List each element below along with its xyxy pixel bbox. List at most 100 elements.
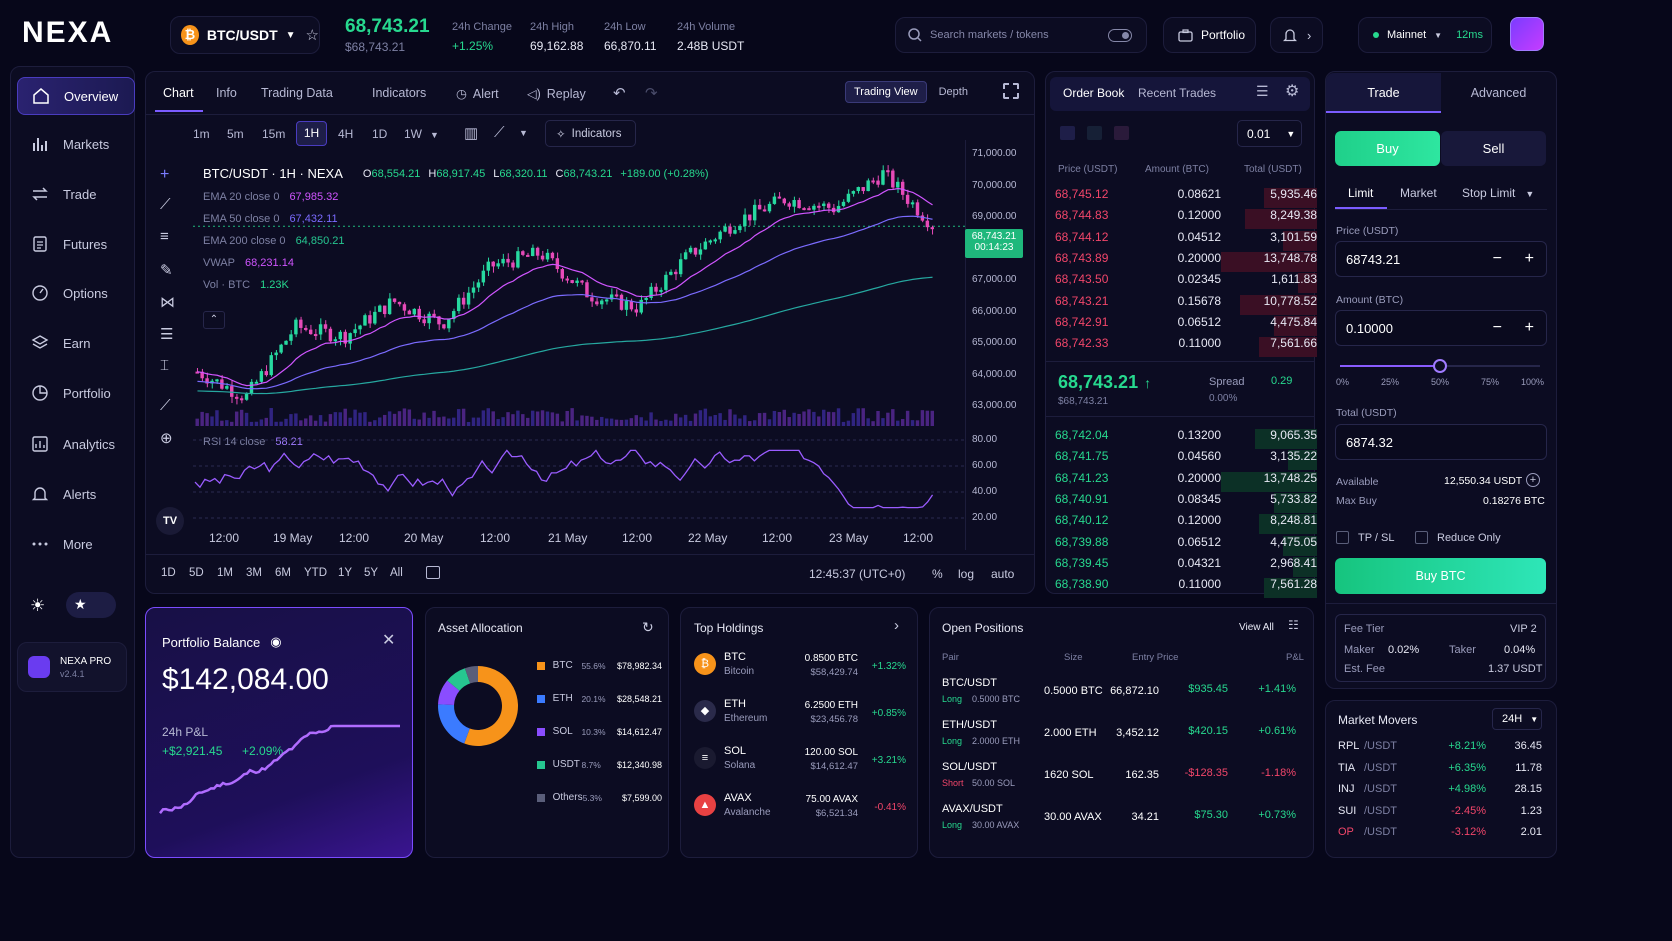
sidebar-item-portfolio[interactable]: Portfolio bbox=[17, 374, 135, 412]
mover-row[interactable]: INJ/USDT +4.98% 28.15 bbox=[1338, 779, 1544, 799]
pair-selector[interactable]: ₿ BTC/USDT ▼ ☆ bbox=[170, 16, 320, 54]
candle-type-icon[interactable]: ▥ bbox=[464, 125, 479, 142]
position-row[interactable]: SOL/USDT Short 50.00 SOL 1620 SOL 162.35 -$12… bbox=[942, 761, 1304, 801]
holding-row[interactable]: ≡ SOL Solana 120.00 SOL $14,612.47 +3.21% bbox=[692, 744, 910, 788]
sidebar-item-options[interactable]: Options bbox=[17, 274, 135, 312]
movers-period-select[interactable]: 24H ▼ bbox=[1492, 708, 1542, 730]
user-avatar[interactable] bbox=[1510, 17, 1544, 51]
bid-row[interactable]: 68,739.88 0.06512 4,475.05 bbox=[1055, 531, 1317, 556]
range-5y[interactable]: 5Y bbox=[364, 567, 379, 579]
redo-icon[interactable]: ↷ bbox=[645, 85, 658, 102]
range-3m[interactable]: 3M bbox=[246, 567, 262, 579]
filter-icon[interactable]: ☰ bbox=[1256, 83, 1269, 99]
price-increment-button[interactable]: + bbox=[1524, 250, 1534, 267]
tf-1d[interactable]: 1D bbox=[372, 127, 388, 141]
order-type-limit[interactable]: Limit bbox=[1348, 186, 1374, 200]
zoom-icon[interactable]: ⊕ bbox=[160, 430, 173, 447]
crosshair-icon[interactable]: + bbox=[160, 166, 170, 183]
range-5d[interactable]: 5D bbox=[189, 567, 204, 579]
ruler-icon[interactable]: ⟋ bbox=[160, 397, 171, 414]
chevron-right-icon[interactable]: › bbox=[894, 617, 899, 634]
undo-icon[interactable]: ↶ bbox=[613, 85, 626, 102]
ask-row[interactable]: 68,744.12 0.04512 3,101.59 bbox=[1055, 226, 1317, 251]
ask-row[interactable]: 68,742.91 0.06512 4,475.84 bbox=[1055, 311, 1317, 336]
holding-row[interactable]: ₿ BTC Bitcoin 0.8500 BTC $58,429.74 +1.32% bbox=[692, 650, 910, 694]
buy-toggle[interactable]: Buy bbox=[1335, 131, 1440, 166]
mover-row[interactable]: SUI/USDT -2.45% 1.23 bbox=[1338, 801, 1544, 821]
position-row[interactable]: AVAX/USDT Long 30.00 AVAX 30.00 AVAX 34.21 $7… bbox=[942, 803, 1304, 843]
range-ytd[interactable]: YTD bbox=[304, 567, 327, 579]
tf-1m[interactable]: 1m bbox=[193, 127, 210, 141]
sidebar-item-futures[interactable]: Futures bbox=[17, 225, 135, 263]
tf-1w[interactable]: 1W ▼ bbox=[404, 127, 439, 141]
amount-increment-button[interactable]: + bbox=[1524, 319, 1534, 336]
mover-row[interactable]: OP/USDT -3.12% 2.01 bbox=[1338, 822, 1544, 842]
add-funds-icon[interactable]: + bbox=[1526, 473, 1540, 487]
search-input[interactable]: Search markets / tokens bbox=[930, 29, 1049, 41]
range-1y[interactable]: 1Y bbox=[338, 567, 353, 579]
chevron-down-icon[interactable]: ▼ bbox=[519, 128, 528, 138]
tab-indicators[interactable]: Indicators bbox=[372, 86, 427, 100]
tab-order-book[interactable]: Order Book bbox=[1063, 86, 1125, 100]
sidebar-item-analytics[interactable]: Analytics bbox=[17, 425, 135, 463]
price-decrement-button[interactable]: − bbox=[1492, 250, 1502, 267]
sidebar-item-alerts[interactable]: Alerts bbox=[17, 475, 135, 513]
ask-row[interactable]: 68,743.89 0.20000 13,748.78 bbox=[1055, 247, 1317, 272]
auto-scale[interactable]: auto bbox=[991, 567, 1015, 581]
range-1m[interactable]: 1M bbox=[217, 567, 233, 579]
eye-icon[interactable]: ◉ bbox=[270, 634, 282, 649]
order-type-stop-limit[interactable]: Stop Limit ▼ bbox=[1462, 186, 1534, 200]
ob-view-both[interactable] bbox=[1060, 126, 1075, 140]
refresh-icon[interactable]: ↻ bbox=[642, 619, 654, 635]
line-type-icon[interactable]: ⟋ bbox=[494, 124, 505, 141]
ask-row[interactable]: 68,743.21 0.15678 10,778.52 bbox=[1055, 290, 1317, 315]
mover-row[interactable]: RPL/USDT +8.21% 36.45 bbox=[1338, 736, 1544, 756]
tab-chart[interactable]: Chart bbox=[163, 86, 194, 100]
ask-row[interactable]: 68,745.12 0.08621 5,935.46 bbox=[1055, 183, 1317, 208]
sidebar-item-more[interactable]: More bbox=[17, 525, 135, 563]
log-scale[interactable]: log bbox=[958, 567, 975, 581]
portfolio-button[interactable]: Portfolio bbox=[1163, 17, 1256, 53]
price-chart[interactable] bbox=[193, 150, 965, 430]
sidebar-item-markets[interactable]: Markets bbox=[17, 125, 135, 163]
order-type-market[interactable]: Market bbox=[1400, 186, 1437, 200]
tf-15m[interactable]: 15m bbox=[262, 127, 286, 141]
bid-row[interactable]: 68,742.04 0.13200 9,065.35 bbox=[1055, 424, 1317, 449]
bid-row[interactable]: 68,738.90 0.11000 7,561.28 bbox=[1055, 573, 1317, 599]
tab-alert[interactable]: ◷ Alert bbox=[456, 86, 499, 101]
gear-icon[interactable]: ⚙ bbox=[1285, 83, 1300, 100]
tf-1h[interactable]: 1H bbox=[296, 121, 327, 146]
star-icon[interactable]: ☆ bbox=[305, 27, 319, 44]
position-row[interactable]: ETH/USDT Long 2.0000 ETH 2.000 ETH 3,452.12 $… bbox=[942, 719, 1304, 759]
tab-recent-trades[interactable]: Recent Trades bbox=[1138, 86, 1217, 100]
holding-row[interactable]: ▲ AVAX Avalanche 75.00 AVAX $6,521.34 -0.41% bbox=[692, 791, 910, 835]
fullscreen-icon[interactable] bbox=[1003, 83, 1019, 99]
range-all[interactable]: All bbox=[390, 567, 403, 579]
tab-info[interactable]: Info bbox=[216, 86, 237, 100]
view-depth[interactable]: Depth bbox=[938, 86, 968, 98]
fib-icon[interactable]: ☰ bbox=[160, 326, 174, 343]
tf-5m[interactable]: 5m bbox=[227, 127, 244, 141]
sidebar-item-earn[interactable]: Earn bbox=[17, 324, 135, 362]
sidebar-item-trade[interactable]: Trade bbox=[17, 175, 135, 213]
calendar-icon[interactable] bbox=[426, 566, 440, 579]
brush-icon[interactable]: ✎ bbox=[160, 262, 173, 279]
bid-row[interactable]: 68,741.23 0.20000 13,748.25 bbox=[1055, 467, 1317, 492]
rsi-chart[interactable] bbox=[193, 432, 965, 522]
ob-view-bids[interactable] bbox=[1087, 126, 1102, 140]
amount-slider[interactable] bbox=[1340, 359, 1540, 373]
tab-trade[interactable]: Trade bbox=[1326, 73, 1441, 113]
network-selector[interactable]: Mainnet ▼ 12ms bbox=[1358, 17, 1492, 53]
search-box[interactable]: Search markets / tokens bbox=[895, 17, 1147, 53]
measure-icon[interactable]: ⌶ bbox=[160, 357, 170, 374]
mover-row[interactable]: TIA/USDT +6.35% 11.78 bbox=[1338, 758, 1544, 778]
sidebar-item-overview[interactable]: Overview bbox=[17, 77, 135, 115]
theme-toggle[interactable] bbox=[1108, 29, 1132, 42]
precision-select[interactable]: 0.01 ▼ bbox=[1237, 120, 1302, 147]
bid-row[interactable]: 68,741.75 0.04560 3,135.22 bbox=[1055, 445, 1317, 471]
tab-trading-data[interactable]: Trading Data bbox=[261, 86, 333, 100]
reduce-only-checkbox[interactable]: Reduce Only bbox=[1415, 531, 1501, 544]
bid-row[interactable]: 68,740.91 0.08345 5,733.82 bbox=[1055, 488, 1317, 513]
range-6m[interactable]: 6M bbox=[275, 567, 291, 579]
view-all-link[interactable]: View All bbox=[1239, 622, 1274, 633]
